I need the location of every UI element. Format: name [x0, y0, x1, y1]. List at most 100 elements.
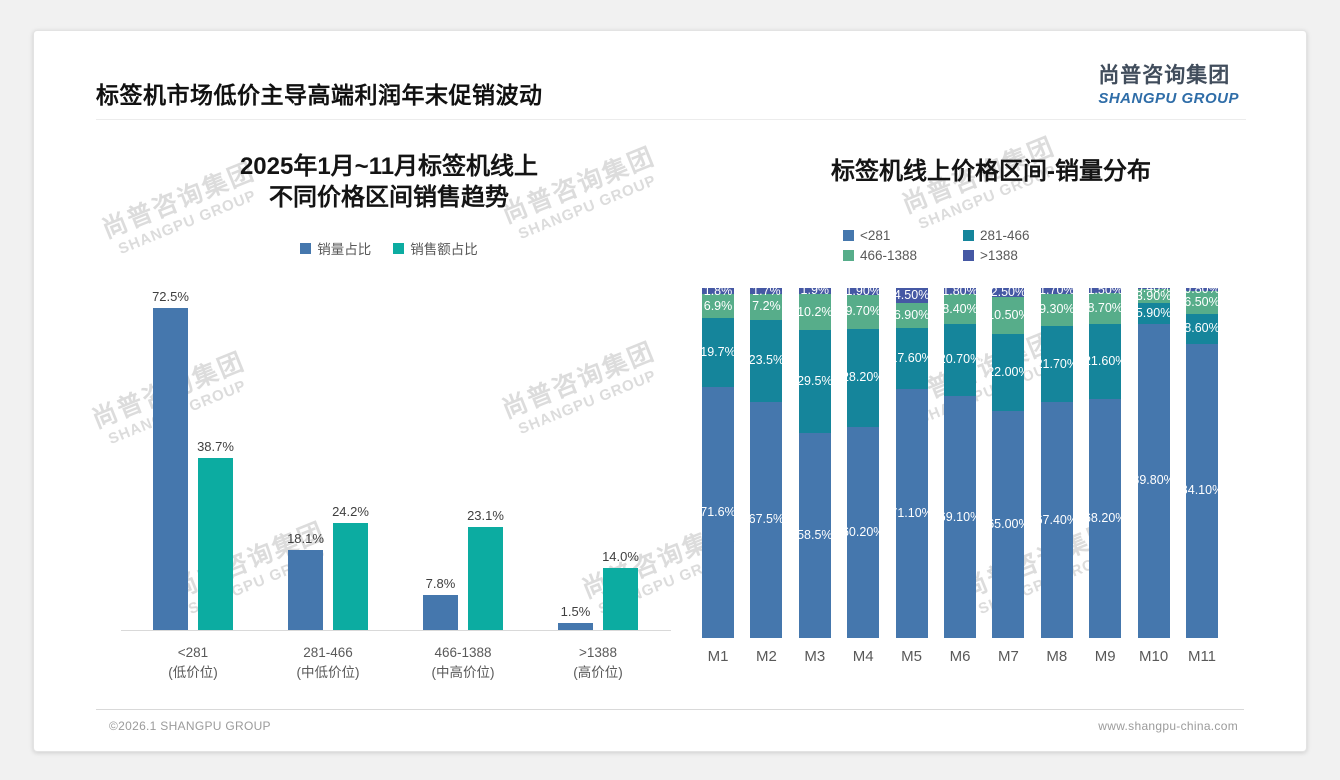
trend-bar-label-c0-s0: 72.5% [152, 289, 189, 304]
trend-bar-c3-s0 [558, 623, 593, 630]
right-chart-plot: 71.6% 19.7% 6.9% 1.8% 67.5% 23.5% 7.2% 1.7% 58.5… [691, 288, 1291, 638]
dist-segment-c8-s3 [1089, 288, 1122, 294]
dist-segment-label-c8-s0: 68.20% [1083, 511, 1127, 526]
left-chart-x-labels: <281 (低价位) 281-466 (中低价位) 466-1388 (中高价位) >… [94, 643, 684, 693]
footer-copyright: ©2026.1 SHANGPU GROUP [109, 719, 271, 733]
trend-bar-label-c2-s0: 7.8% [425, 576, 456, 591]
right-chart: 标签机线上价格区间-销量分布 <281 281-466 466-1388 >1388 … [691, 146, 1291, 711]
trend-bar-label-c2-s1: 23.1% [467, 508, 504, 523]
trend-bar-c2-s1 [468, 527, 503, 630]
dist-segment-c3-s2 [847, 294, 880, 329]
dist-segment-c3-s3 [847, 288, 880, 295]
dist-segment-c6-s1 [992, 333, 1025, 411]
dist-segment-label-c10-s2: 6.50% [1184, 294, 1220, 309]
dist-xlabel-0: M1 [707, 648, 729, 665]
dist-segment-c6-s2 [992, 296, 1025, 334]
dist-segment-label-c8-s3: 1.50% [1087, 288, 1123, 298]
dist-segment-c9-s1 [1137, 303, 1170, 324]
dist-legend-item-1-swatch [963, 230, 974, 241]
dist-legend-item-3: >1388 [963, 248, 1103, 263]
right-chart-legend: <281 281-466 466-1388 >1388 [843, 228, 1103, 263]
trend-bar-c2-s0 [423, 595, 458, 630]
dist-segment-label-c7-s2: 9.30% [1039, 302, 1075, 317]
dist-segment-c1-s1 [750, 319, 783, 402]
dist-segment-c5-s2 [944, 294, 976, 324]
dist-segment-c5-s1 [944, 323, 976, 397]
dist-segment-label-c4-s0: 71.10% [890, 506, 933, 521]
dist-segment-label-c1-s0: 67.5% [748, 512, 785, 527]
trend-bar-label-c3-s1: 14.0% [602, 549, 639, 564]
dist-segment-label-c9-s0: 89.80% [1132, 473, 1175, 488]
dist-segment-label-c1-s3: 1.7% [752, 288, 781, 298]
dist-legend-item-3-label: >1388 [980, 248, 1018, 263]
dist-legend-item-0-swatch [843, 230, 854, 241]
dist-segment-label-c1-s1: 23.5% [748, 353, 785, 368]
trend-bar-label-c3-s0: 1.5% [560, 604, 591, 619]
dist-segment-label-c3-s3: 1.90% [845, 288, 881, 298]
dist-legend-item-2-label: 466-1388 [860, 248, 918, 263]
logo-cn-text: 尚普咨询集团 [1098, 64, 1231, 87]
trend-bar-label-c1-s1: 24.2% [332, 504, 369, 519]
dist-segment-label-c7-s3: 1.70% [1039, 288, 1075, 298]
dist-xlabel-6: M7 [997, 648, 1019, 665]
dist-xlabel-8: M9 [1094, 648, 1116, 665]
trend-bar-c0-s0 [153, 308, 188, 630]
trend-legend-item-1-label: 销售额占比 [410, 242, 478, 257]
left-chart-title: 2025年1月~11月标签机线上 不同价格区间销售趋势 [239, 153, 539, 211]
dist-segment-c10-s2 [1186, 290, 1218, 314]
dist-xlabel-9: M10 [1139, 648, 1169, 665]
trend-bar-label-c1-s0: 18.1% [287, 531, 324, 546]
dist-segment-c4-s1 [895, 327, 928, 390]
dist-segment-label-c9-s3: 0.40% [1135, 288, 1172, 296]
left-x-axis-line [121, 630, 671, 631]
dist-segment-c9-s2 [1137, 289, 1170, 304]
dist-segment-label-c10-s1: 8.60% [1184, 321, 1220, 336]
dist-segment-label-c0-s2: 6.9% [703, 298, 733, 313]
dist-segment-c10-s1 [1186, 313, 1218, 344]
left-chart-legend: 销量占比 销售额占比 [94, 238, 684, 258]
dist-segment-label-c4-s1: 17.60% [890, 350, 933, 365]
trend-legend-item-1-swatch [393, 242, 405, 254]
footer: ©2026.1 SHANGPU GROUP www.shangpu-china.… [109, 719, 1238, 733]
dist-segment-c6-s3 [992, 288, 1025, 297]
dist-segment-c4-s3 [895, 288, 928, 304]
trend-bar-c3-s1 [603, 568, 638, 630]
dist-legend-item-2: 466-1388 [843, 248, 963, 263]
dist-segment-label-c8-s1: 21.60% [1083, 354, 1127, 368]
dist-xlabel-5: M6 [949, 648, 971, 665]
dist-segment-c0-s2 [702, 294, 734, 319]
dist-segment-c8-s0 [1089, 399, 1122, 638]
trend-legend-item-1: 销售额占比 [393, 238, 478, 258]
dist-segment-c10-s3 [1186, 288, 1218, 291]
trend-legend-item-0-label: 销量占比 [317, 242, 372, 257]
dist-xlabel-2: M3 [804, 648, 826, 665]
trend-bar-c1-s0 [288, 550, 323, 630]
dist-segment-label-c7-s0: 67.40% [1035, 512, 1078, 527]
dist-segment-label-c2-s1: 29.5% [797, 374, 833, 389]
dist-legend-item-3-swatch [963, 250, 974, 261]
dist-segment-label-c10-s3: 0.80% [1184, 288, 1220, 296]
dist-segment-c1-s3 [750, 288, 783, 295]
dist-segment-label-c5-s3: 1.80% [942, 288, 978, 298]
logo-en-text: SHANGPU GROUP [1098, 90, 1239, 107]
trend-legend-item-0-swatch [300, 242, 312, 254]
trend-legend-item-0: 销量占比 [300, 238, 371, 258]
dist-segment-c8-s1 [1089, 323, 1122, 400]
dist-segment-c5-s0 [944, 396, 976, 638]
dist-segment-label-c6-s3: 2.50% [990, 288, 1027, 299]
logo: 尚普咨询集团 SHANGPU GROUP [1098, 59, 1239, 107]
dist-segment-label-c6-s1: 22.00% [987, 364, 1030, 379]
dist-segment-c2-s1 [798, 330, 831, 434]
dist-segment-label-c0-s0: 71.6% [700, 505, 736, 520]
dist-segment-label-c5-s2: 8.40% [942, 301, 978, 316]
dist-segment-c4-s0 [895, 389, 928, 638]
left-chart: 2025年1月~11月标签机线上 不同价格区间销售趋势 销量占比 销售额占比 72… [94, 146, 684, 711]
dist-segment-label-c3-s1: 28.20% [841, 370, 885, 385]
trend-bar-c1-s1 [333, 523, 368, 630]
dist-legend-item-1-label: 281-466 [980, 228, 1030, 243]
dist-segment-c3-s0 [847, 427, 880, 638]
dist-segment-c2-s2 [798, 294, 831, 330]
dist-segment-label-c4-s3: 4.50% [893, 288, 930, 303]
dist-xlabel-4: M5 [901, 648, 923, 665]
dist-segment-c7-s0 [1040, 402, 1073, 638]
